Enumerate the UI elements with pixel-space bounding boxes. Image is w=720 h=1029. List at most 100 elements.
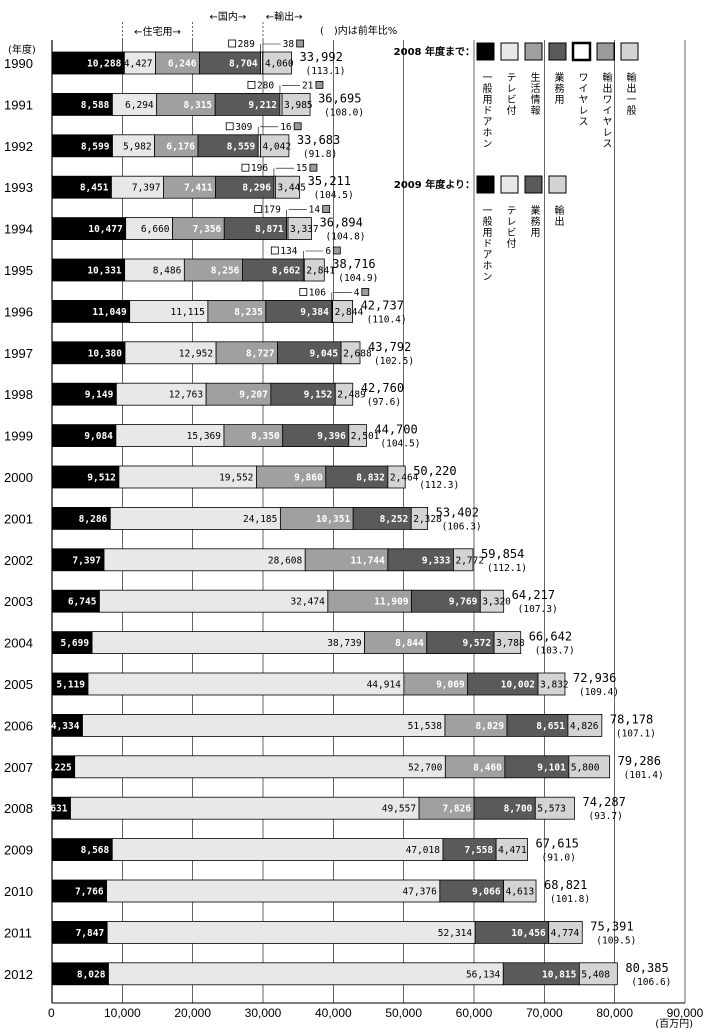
x-tick-label: 70,000 xyxy=(526,1006,563,1020)
bar-segment-exgen xyxy=(281,93,311,116)
bar-segment-tv xyxy=(111,838,444,861)
yoy-percent: (107.3) xyxy=(518,604,558,615)
total-value: 36,695 xyxy=(318,91,361,105)
legend-swatch-exwl xyxy=(596,42,615,61)
export-wireless-marker xyxy=(332,246,341,255)
total-value: 42,760 xyxy=(361,381,404,395)
export-wireless-marker xyxy=(296,39,305,48)
wireless-marker xyxy=(270,246,279,255)
header-domestic: ←国内→ xyxy=(209,10,246,23)
year-label: 2009 xyxy=(4,843,33,858)
segment-value-tv: 49,557 xyxy=(382,804,416,815)
year-label: 1996 xyxy=(4,304,33,319)
segment-value-exgen: 4,826 xyxy=(570,721,599,732)
year-label: 2005 xyxy=(4,677,33,692)
segment-value-exgen: 5,573 xyxy=(537,804,566,815)
segment-value-exgen: 4,042 xyxy=(262,141,291,152)
export-wireless-marker xyxy=(315,81,324,89)
yoy-percent: (97.6) xyxy=(367,397,401,408)
segment-value-life: 9,207 xyxy=(239,390,268,401)
x-tick-label: 60,000 xyxy=(456,1006,493,1020)
legend-label-tv: テレビ付 xyxy=(504,205,516,249)
x-tick-label: 20,000 xyxy=(174,1006,211,1020)
bar-segment-exgen xyxy=(303,258,325,282)
bar-segment-tv xyxy=(70,796,420,820)
bar-segment-exgen xyxy=(479,589,505,613)
segment-value-tv: 38,739 xyxy=(327,638,362,649)
segment-value-biz: 8,704 xyxy=(229,59,258,70)
total-value: 50,220 xyxy=(413,464,456,478)
segment-value-tv: 19,552 xyxy=(219,473,253,484)
segment-value-biz: 10,815 xyxy=(542,969,577,980)
segment-value-biz: 9,212 xyxy=(248,100,277,111)
year-label: 1995 xyxy=(4,263,33,278)
bar-segment-exgen xyxy=(340,341,361,365)
bar-segment-exgen xyxy=(332,299,353,323)
yoy-percent: (109.5) xyxy=(596,935,636,946)
legend-label-life: 生活情報 xyxy=(528,71,540,116)
segment-value-exgen: 4,613 xyxy=(506,887,535,898)
bar-segment-tv xyxy=(106,921,476,944)
total-value: 67,615 xyxy=(536,837,579,851)
segment-value-exgen: 3,788 xyxy=(496,638,525,649)
bar-segment-exgen xyxy=(567,714,603,737)
segment-value-biz: 8,832 xyxy=(356,473,385,484)
segment-value-life: 8,844 xyxy=(395,638,424,649)
segment-value-tv: 52,700 xyxy=(408,762,443,773)
wireless-value: 289 xyxy=(238,39,255,50)
segment-value-life: 8,256 xyxy=(211,266,240,277)
segment-value-door: 2,631 xyxy=(39,804,68,815)
total-value: 42,737 xyxy=(361,298,404,312)
segment-value-tv: 47,018 xyxy=(406,845,441,856)
total-value: 75,391 xyxy=(590,919,633,933)
segment-value-door: 10,331 xyxy=(87,266,122,277)
year-label: 1997 xyxy=(4,346,33,361)
legend-swatch-exgen xyxy=(620,42,639,61)
legend-swatch-life xyxy=(524,42,543,61)
segment-value-life: 6,246 xyxy=(168,59,197,70)
export-wireless-value: 15 xyxy=(296,163,307,174)
segment-value-door: 11,049 xyxy=(92,307,127,318)
yoy-percent: (107.1) xyxy=(616,728,656,739)
segment-value-exgen: 2,489 xyxy=(337,390,366,401)
segment-value-biz: 8,252 xyxy=(380,514,409,525)
yoy-percent: (112.1) xyxy=(487,563,527,574)
segment-value-life: 10,351 xyxy=(316,514,351,525)
total-value: 80,385 xyxy=(625,961,668,975)
segment-value-biz: 10,456 xyxy=(511,928,546,939)
wireless-marker xyxy=(254,205,263,214)
segment-value-tv: 5,982 xyxy=(123,141,152,152)
yoy-percent: (108.0) xyxy=(324,107,364,118)
total-value: 72,936 xyxy=(573,671,616,685)
bar-segment-tv xyxy=(87,672,405,696)
total-value: 35,211 xyxy=(308,174,351,188)
year-label: 2011 xyxy=(4,925,32,940)
segment-value-exgen: 2,328 xyxy=(413,514,442,525)
segment-value-door: 8,588 xyxy=(81,100,110,111)
legend-label-door: 一般用ドアホン xyxy=(480,205,492,282)
yoy-percent: (106.3) xyxy=(442,521,482,532)
year-label: 1993 xyxy=(4,180,33,195)
segment-value-door: 6,745 xyxy=(68,597,97,608)
segment-value-exgen: 2,844 xyxy=(335,307,364,318)
year-label: 1994 xyxy=(4,222,33,237)
bar-segment-tv xyxy=(91,631,365,654)
segment-value-tv: 28,608 xyxy=(268,555,303,566)
segment-value-biz: 9,152 xyxy=(304,390,333,401)
export-wireless-value: 4 xyxy=(354,287,360,298)
legend-label-wl: ワイヤレス xyxy=(576,72,588,127)
yoy-percent: (106.6) xyxy=(631,977,671,988)
segment-value-exgen: 4,060 xyxy=(265,59,294,70)
segment-value-tv: 52,314 xyxy=(438,928,473,939)
segment-value-door: 10,288 xyxy=(87,59,122,70)
segment-value-door: 10,380 xyxy=(88,348,123,359)
segment-value-door: 8,286 xyxy=(79,514,108,525)
year-label: 2003 xyxy=(4,594,33,609)
bar-segment-exgen xyxy=(262,51,292,75)
segment-value-exgen: 3,985 xyxy=(284,100,313,111)
segment-value-life: 11,909 xyxy=(374,597,409,608)
year-label: 2007 xyxy=(4,760,33,775)
total-value: 33,992 xyxy=(299,50,342,64)
wireless-value: 196 xyxy=(251,163,268,174)
